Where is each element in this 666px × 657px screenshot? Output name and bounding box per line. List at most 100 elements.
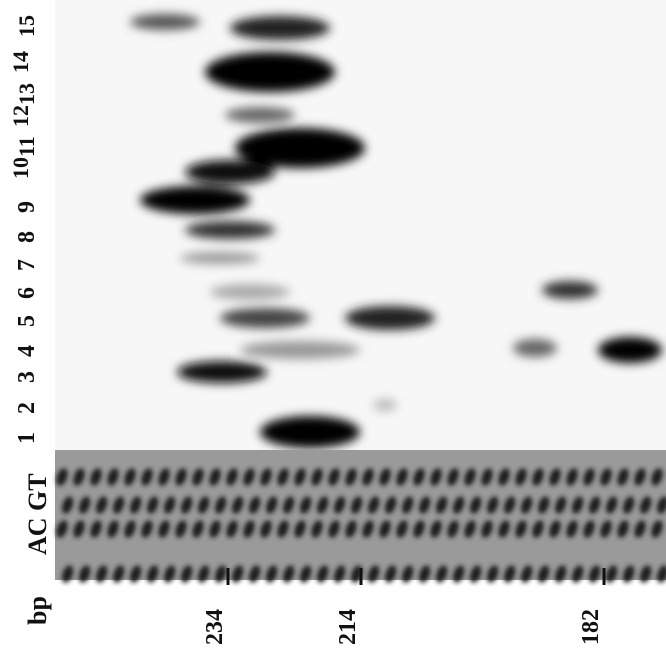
ladder-spot — [277, 520, 289, 538]
ladder-spot — [192, 520, 204, 538]
ladder-spot — [566, 520, 578, 538]
ladder-spot — [640, 496, 652, 514]
ladder-spot — [589, 565, 601, 583]
ladder-spot — [209, 520, 221, 538]
ladder-spot — [311, 520, 323, 538]
ladder-spot — [606, 496, 618, 514]
ladder-spot — [504, 565, 516, 583]
ladder-spot — [396, 520, 408, 538]
ladder-spot — [181, 496, 193, 514]
ladder-spot — [334, 496, 346, 514]
ladder-spot — [62, 496, 74, 514]
ladder-spot — [56, 520, 68, 538]
ladder-spot — [73, 520, 85, 538]
ladder-spot — [538, 565, 550, 583]
ladder-spot — [266, 565, 278, 583]
ladder-spot — [232, 565, 244, 583]
sequence-ladder-background — [55, 450, 666, 580]
ladder-spot — [538, 496, 550, 514]
ladder-spot — [617, 520, 629, 538]
lane-label: 2 — [14, 402, 40, 414]
ladder-spot — [175, 468, 187, 486]
ladder-spot — [487, 496, 499, 514]
ladder-spot — [141, 468, 153, 486]
ladder-spot — [215, 565, 227, 583]
ladder-spot — [164, 496, 176, 514]
ladder-spot — [283, 565, 295, 583]
ladder-spot — [430, 520, 442, 538]
ladder-spot — [555, 565, 567, 583]
ladder-spot — [90, 468, 102, 486]
ladder-spot — [226, 468, 238, 486]
sequence-label: AC GT — [23, 473, 52, 555]
ladder-spot — [447, 520, 459, 538]
ladder-spot — [334, 565, 346, 583]
ladder-spot — [470, 565, 482, 583]
ladder-spot — [464, 468, 476, 486]
ladder-spot — [498, 468, 510, 486]
ladder-spot — [141, 520, 153, 538]
ladder-spot — [79, 496, 91, 514]
ladder-spot — [368, 496, 380, 514]
ladder-spot — [623, 565, 635, 583]
ladder-spot — [402, 496, 414, 514]
ladder-spot — [164, 565, 176, 583]
ladder-spot — [351, 565, 363, 583]
ladder-spot — [549, 468, 561, 486]
lane-label: 15 — [14, 15, 39, 37]
ladder-spot — [158, 468, 170, 486]
ladder-spot — [419, 565, 431, 583]
ladder-spot — [130, 496, 142, 514]
ladder-spot — [379, 520, 391, 538]
ladder-spot — [113, 565, 125, 583]
ladder-spot — [96, 496, 108, 514]
lane-label: 1 — [14, 432, 40, 444]
ladder-spot — [651, 468, 663, 486]
ladder-spot — [294, 520, 306, 538]
lane-label: 4 — [14, 345, 40, 357]
ladder-spot — [294, 468, 306, 486]
ladder-spot — [385, 496, 397, 514]
ladder-spot — [583, 520, 595, 538]
ladder-spot — [589, 496, 601, 514]
ladder-spot — [617, 468, 629, 486]
ladder-spot — [515, 468, 527, 486]
ladder-spot — [640, 565, 652, 583]
ladder-spot — [317, 496, 329, 514]
ladder-spot — [56, 468, 68, 486]
ladder-spot — [623, 496, 635, 514]
ladder-spot — [481, 468, 493, 486]
ladder-spot — [328, 520, 340, 538]
ladder-spot — [90, 520, 102, 538]
ladder-spot — [396, 468, 408, 486]
ladder-spot — [147, 565, 159, 583]
lane-label: 8 — [14, 231, 40, 243]
ladder-spot — [328, 468, 340, 486]
ladder-spot — [583, 468, 595, 486]
marker-label: 234 — [202, 609, 228, 645]
ladder-spot — [379, 468, 391, 486]
ladder-spot — [521, 565, 533, 583]
ladder-spot — [130, 565, 142, 583]
ladder-spot — [124, 468, 136, 486]
ladder-spot — [498, 520, 510, 538]
ladder-spot — [600, 468, 612, 486]
ladder-spot — [107, 520, 119, 538]
ladder-spot — [198, 565, 210, 583]
ladder-spot — [572, 565, 584, 583]
ladder-spot — [283, 496, 295, 514]
ladder-spot — [453, 496, 465, 514]
ladder-spot — [470, 496, 482, 514]
ladder-spot — [566, 468, 578, 486]
ladder-spot — [436, 496, 448, 514]
ladder-spot — [243, 520, 255, 538]
lane-label: 3 — [14, 371, 40, 383]
lane-label: 6 — [14, 287, 40, 299]
lane-label: 12 — [8, 105, 33, 127]
ladder-spot — [634, 520, 646, 538]
ladder-spot — [600, 520, 612, 538]
ladder-spot — [107, 468, 119, 486]
ladder-spot — [657, 565, 666, 583]
